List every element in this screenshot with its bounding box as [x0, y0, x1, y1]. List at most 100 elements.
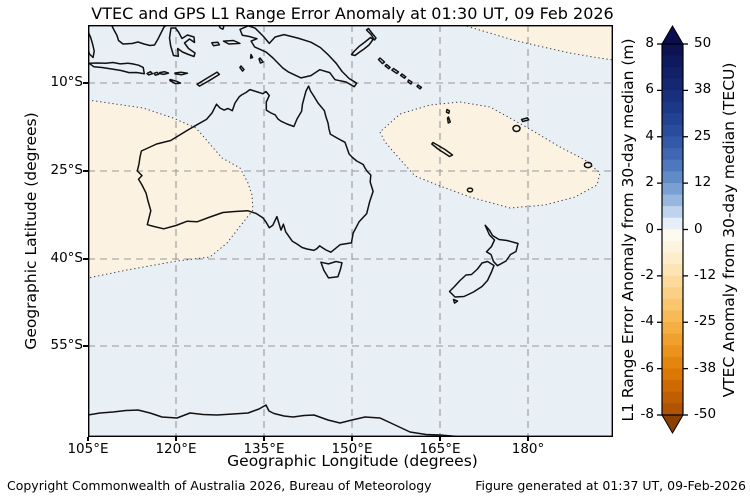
coastline: [168, 27, 196, 58]
x-tick-mark: [175, 437, 177, 441]
coastline: [365, 27, 377, 41]
x-tick-mark: [351, 437, 353, 441]
coastline: [88, 61, 146, 75]
colorbar-segment: [662, 194, 683, 207]
colorbar-segment: [662, 55, 683, 68]
colorbar-segment: [662, 229, 683, 242]
colorbar-right-tick-label: 12: [694, 174, 712, 191]
colorbar-segment: [662, 264, 683, 277]
southwest-negative-anomaly-fill: [88, 100, 253, 278]
coastline: [239, 25, 358, 88]
colorbar-right-tick-label: -38: [694, 359, 717, 376]
coastline: [320, 260, 343, 279]
colorbar-left-tick-label: 6: [645, 81, 654, 98]
colorbar-left-tick-label: -4: [640, 313, 654, 330]
y-tick-mark: [83, 258, 88, 260]
copyright-text: Copyright Commonwealth of Australia 2026…: [7, 478, 432, 493]
x-tick-label: 105°E: [67, 441, 109, 457]
page-title: VTEC and GPS L1 Range Error Anomaly at 0…: [91, 4, 614, 23]
colorbar-segment: [662, 345, 683, 358]
coastline: [407, 79, 413, 85]
y-tick-mark: [83, 345, 88, 347]
colorbar-segment: [662, 403, 683, 416]
colorbar-under-arrow: [661, 414, 684, 434]
colorbar-segment: [662, 298, 683, 311]
colorbar-segment: [662, 124, 683, 137]
colorbar-segment: [662, 113, 683, 126]
colorbar-segment: [662, 101, 683, 114]
coastline: [110, 25, 168, 47]
colorbar-segment: [662, 66, 683, 79]
coastline: [377, 57, 386, 65]
x-tick-label: 180°: [511, 441, 545, 457]
colorbar-segment: [662, 275, 683, 288]
y-tick-label: 25°S: [50, 162, 84, 178]
coastline: [217, 25, 226, 30]
coastline: [239, 65, 245, 72]
northeast-corner-negative-anomaly-fill: [463, 25, 613, 60]
map-plot-area: [88, 25, 613, 437]
x-tick-label: 120°E: [155, 441, 197, 457]
coastline: [88, 30, 95, 59]
colorbar-right-tick-label: 50: [694, 35, 712, 51]
colorbar-left-tick-label: -6: [640, 359, 654, 376]
plot-border: [88, 25, 613, 437]
coastline: [196, 71, 221, 87]
southwest-negative-anomaly-contour: [88, 99, 254, 279]
colorbar-right-tick-label: 38: [694, 81, 712, 98]
coastline: [520, 117, 530, 123]
colorbar-segment: [662, 43, 683, 56]
colorbar-segment: [662, 368, 683, 381]
y-tick-label: 40°S: [50, 250, 84, 266]
coastline: [431, 141, 454, 158]
colorbar-segment: [662, 310, 683, 323]
coastline: [399, 73, 407, 79]
y-tick-label: 10°S: [50, 74, 84, 90]
coastline: [136, 85, 374, 253]
x-tick-mark: [263, 437, 265, 441]
y-tick-mark: [83, 82, 88, 84]
coastline: [249, 53, 254, 59]
colorbar-left-tick-label: 2: [645, 174, 654, 191]
coastline: [512, 124, 521, 133]
coastline: [416, 84, 423, 90]
x-tick-mark: [527, 437, 529, 441]
coastline: [88, 404, 466, 437]
colorbar-right-tick-label: -12: [694, 266, 717, 283]
coastline: [158, 70, 170, 76]
coastline: [466, 187, 474, 193]
colorbar-left-tick-label: 0: [645, 220, 654, 237]
colorbar-segment: [662, 322, 683, 335]
colorbar-segment: [662, 90, 683, 103]
colorbar-right-tick-label: -50: [694, 406, 717, 422]
coastline: [146, 70, 154, 76]
colorbar-segment: [662, 136, 683, 149]
coastline: [484, 224, 519, 267]
colorbar-segment: [662, 356, 683, 369]
colorbar-segment: [662, 252, 683, 265]
colorbar-segment: [662, 206, 683, 219]
coastline: [446, 116, 452, 124]
generated-timestamp: Figure generated at 01:37 UT, 09-Feb-202…: [475, 478, 746, 493]
coastline: [169, 78, 182, 85]
coastline: [258, 57, 264, 64]
colorbar-left-tick-label: 8: [645, 35, 654, 51]
coastline: [391, 67, 400, 75]
colorbar-segment: [662, 391, 683, 404]
x-axis-label: Geographic Longitude (degrees): [227, 452, 478, 470]
coastline: [211, 41, 221, 47]
y-tick-mark: [83, 170, 88, 172]
colorbar-segment: [662, 148, 683, 161]
x-tick-label: 135°E: [243, 441, 285, 457]
colorbar-over-arrow: [661, 25, 684, 45]
coastline: [174, 71, 189, 76]
colorbar-segment: [662, 333, 683, 346]
x-tick-mark: [439, 437, 441, 441]
colorbar-right-tick-label: -25: [694, 313, 717, 330]
colorbar-left-tick-label: 4: [645, 127, 654, 144]
colorbar-segment: [662, 171, 683, 184]
colorbar-segment: [662, 217, 683, 230]
colorbar-segment: [662, 240, 683, 253]
colorbar-left-tick-label: -8: [640, 406, 654, 422]
